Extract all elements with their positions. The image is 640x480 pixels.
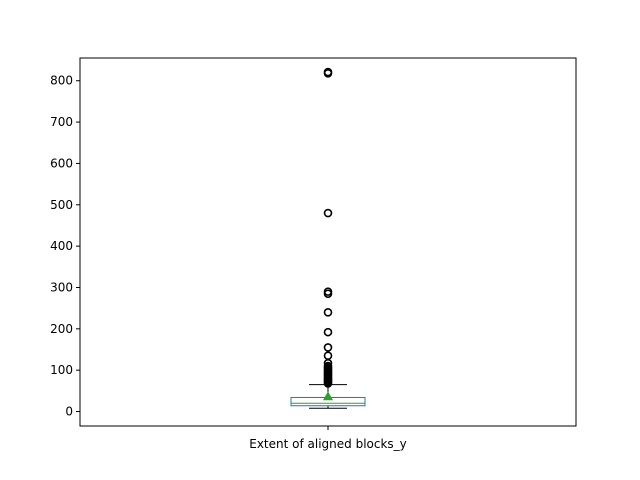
outlier-point	[323, 351, 333, 361]
y-tick-label: 200	[50, 322, 73, 336]
y-tick-label: 600	[50, 156, 73, 170]
y-tick-label: 500	[50, 198, 73, 212]
y-tick-label: 100	[50, 363, 73, 377]
outlier-point	[323, 208, 333, 218]
outlier-point	[323, 361, 333, 371]
y-tick-label: 300	[50, 280, 73, 294]
outlier-point	[323, 287, 333, 296]
mean-marker	[323, 391, 333, 401]
outlier-point	[323, 67, 333, 77]
y-axis: 0 100 200 300 400 500 600 700 800	[50, 74, 329, 430]
y-tick-label: 700	[50, 115, 73, 129]
outlier-point	[323, 307, 333, 317]
y-tick-label: 400	[50, 239, 73, 253]
outlier-point	[323, 343, 333, 352]
y-tick-label: 0	[65, 405, 73, 419]
outlier-point	[323, 327, 333, 337]
plot-marks	[290, 67, 366, 409]
y-tick-label: 800	[50, 74, 73, 88]
x-tick-label: Extent of aligned blocks_y	[249, 437, 407, 451]
